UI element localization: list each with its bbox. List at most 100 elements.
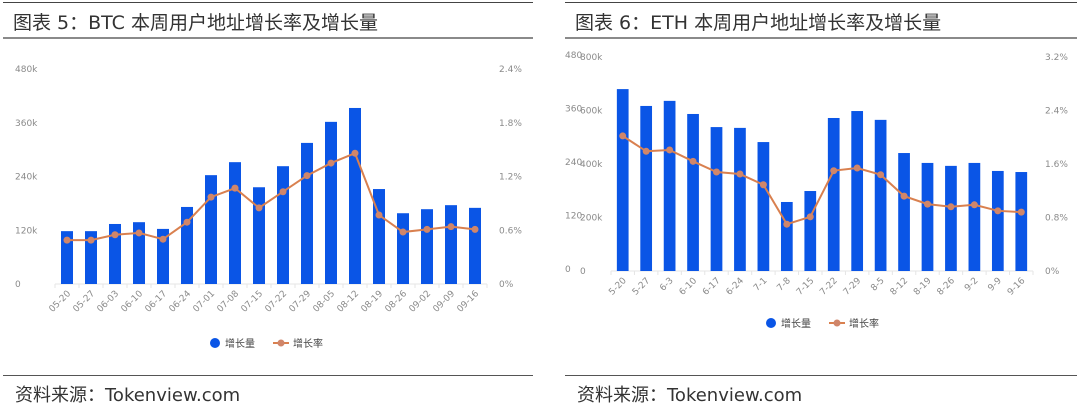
line-marker: [877, 171, 885, 179]
left-axis-overlay-tick: 120: [565, 212, 582, 222]
line-marker: [447, 223, 455, 231]
line-marker: [375, 211, 383, 219]
line-marker: [619, 132, 627, 140]
line-marker: [63, 236, 71, 244]
x-axis-label: 9-9: [986, 276, 1004, 294]
top-rule: [565, 2, 1077, 3]
left-axis-tick: 0: [15, 280, 21, 290]
x-axis-label: 8-5: [869, 276, 886, 293]
line-marker: [183, 218, 191, 226]
source-note: 资料来源：Tokenview.com: [15, 385, 241, 406]
line-marker: [159, 235, 167, 243]
x-axis-label: 08-19: [360, 289, 386, 315]
btc-figure-panel: 图表 5：BTC 本周用户地址增长率及增长量 0 120k 240k 360k 480k…: [3, 0, 533, 411]
bar: [804, 191, 817, 271]
right-axis-tick: 0%: [1045, 267, 1060, 277]
x-axis-label: 07-01: [192, 289, 218, 315]
line-marker: [783, 220, 791, 228]
right-axis-tick: 2.4%: [499, 65, 522, 75]
bar: [277, 166, 289, 284]
line-marker: [207, 193, 215, 201]
bar: [469, 207, 481, 284]
x-axis-label: 9-16: [1006, 276, 1028, 298]
x-axis-label: 7-29: [842, 276, 864, 298]
right-axis-tick: 3.2%: [1045, 53, 1068, 63]
bar: [61, 231, 73, 284]
eth-figure-panel: 图表 6：ETH 本周用户地址增长率及增长量 0 200k 400k 600k 800k…: [565, 0, 1077, 411]
eth-combo-chart: 0 200k 400k 600k 800k 0 120 240 360 480 0% 0.8% 1.6%…: [565, 51, 1068, 330]
bar: [301, 142, 313, 284]
right-axis-tick: 1.6%: [1045, 160, 1068, 170]
bar: [253, 187, 265, 284]
bar: [85, 231, 97, 284]
x-axis-label: 7-22: [818, 276, 840, 298]
legend-line-label: 增长率: [849, 317, 879, 330]
x-axis-label: 08-26: [384, 289, 410, 315]
bar: [640, 105, 653, 271]
left-axis-tick: 0: [580, 267, 586, 277]
x-axis-label: 07-22: [264, 289, 290, 315]
line-marker: [736, 170, 744, 178]
bar: [898, 153, 910, 271]
x-axis-label: 06-17: [144, 289, 170, 315]
left-axis-tick: 120k: [15, 226, 38, 236]
line-marker: [135, 229, 143, 237]
line-marker: [327, 159, 335, 167]
line-marker: [351, 149, 359, 157]
line-marker: [924, 200, 931, 208]
line-marker: [853, 164, 861, 172]
line-marker: [303, 172, 311, 180]
x-axis-label: 6-17: [701, 276, 723, 298]
top-rule: [3, 2, 533, 3]
left-axis-tick: 240k: [15, 173, 38, 183]
right-axis-tick: 2.4%: [1045, 107, 1068, 117]
x-axis-label: 8-12: [889, 276, 911, 298]
bar: [349, 107, 361, 284]
x-axis-label: 07-08: [216, 289, 242, 315]
x-axis-label: 7-8: [775, 276, 793, 294]
source-rule: [565, 375, 1077, 376]
bar: [945, 165, 957, 271]
left-axis-tick: 200k: [580, 214, 603, 224]
x-axis-label: 5-20: [607, 276, 629, 298]
bar: [181, 206, 193, 284]
x-axis-label: 06-10: [120, 289, 146, 315]
bar: [109, 223, 121, 284]
bar: [373, 189, 385, 284]
title-rule: [565, 37, 1077, 39]
x-axis-label: 6-10: [678, 276, 700, 298]
bar: [663, 100, 676, 271]
bar: [397, 213, 409, 284]
line-marker: [713, 168, 720, 176]
x-axis-label: 09-09: [432, 289, 458, 315]
growth-rate-line: [622, 135, 1022, 226]
line-marker: [399, 228, 407, 236]
x-axis-label: 9-2: [963, 276, 980, 293]
title-rule: [3, 37, 533, 39]
left-axis-overlay-tick: 480: [565, 51, 582, 61]
source-note: 资料来源：Tokenview.com: [577, 385, 803, 406]
left-axis-tick: 600k: [580, 107, 603, 117]
bar: [325, 121, 337, 285]
bar: [133, 222, 145, 284]
bar: [710, 127, 723, 272]
x-axis-label: 7-1: [752, 276, 769, 293]
line-marker: [87, 236, 95, 244]
legend-line-label: 增长率: [293, 337, 323, 350]
bar: [968, 162, 981, 271]
line-marker: [947, 203, 955, 211]
bar: [921, 162, 934, 271]
line-marker: [830, 167, 838, 175]
bar: [205, 175, 217, 284]
bar: [445, 205, 457, 284]
x-axis-label: 08-12: [336, 289, 362, 315]
bar: [757, 142, 770, 271]
legend-bar-swatch: [210, 338, 220, 348]
growth-rate-line: [67, 151, 476, 242]
right-axis-tick: 0.6%: [499, 226, 522, 236]
bar: [1015, 172, 1028, 271]
bar: [874, 119, 887, 271]
x-axis-label: 05-20: [48, 289, 74, 315]
x-axis-label: 8-26: [936, 276, 958, 298]
bar: [421, 209, 433, 284]
